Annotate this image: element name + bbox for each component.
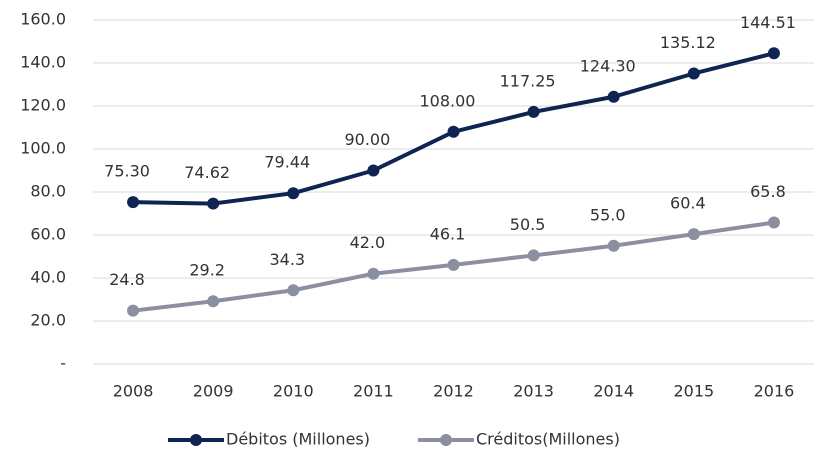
point [367,164,380,177]
x-tick-label: 2009 [193,382,234,401]
legend-label: Créditos(Millones) [476,430,620,449]
y-tick-label: 140.0 [20,53,66,72]
x-tick-label: 2014 [593,382,634,401]
x-tick-label: 2010 [273,382,314,401]
x-tick-label: 2008 [113,382,154,401]
data-label: 60.4 [670,194,706,213]
data-label: 34.3 [269,250,305,269]
legend-label: Débitos (Millones) [226,430,370,449]
data-label: 46.1 [430,224,466,243]
point [207,295,220,308]
data-label: 65.8 [750,182,786,201]
point [687,228,700,241]
x-tick-label: 2015 [673,382,714,401]
data-label: 29.2 [189,261,225,280]
point [287,284,300,297]
y-tick-label: 160.0 [20,10,66,29]
legend-marker [190,434,202,446]
data-label: 124.30 [580,56,636,75]
point [287,187,300,200]
point [607,239,620,252]
point [127,196,140,209]
data-label: 55.0 [590,205,626,224]
data-label: 108.00 [420,91,476,110]
point [607,90,620,103]
y-tick-label: 60.0 [30,225,66,244]
y-tick-label: 40.0 [30,268,66,287]
point [767,216,780,229]
data-label: 135.12 [660,33,716,52]
data-label: 42.0 [350,233,386,252]
y-tick-label: 100.0 [20,139,66,158]
point [527,249,540,262]
y-tick-label: 80.0 [30,182,66,201]
y-tick-label: 20.0 [30,311,66,330]
data-label: 50.5 [510,215,546,234]
point [447,258,460,271]
data-label: 144.51 [740,13,796,32]
data-label: 24.8 [109,270,145,289]
x-tick-label: 2016 [754,382,795,401]
x-tick-label: 2011 [353,382,394,401]
data-label: 117.25 [500,71,556,90]
legend-marker [440,434,452,446]
data-label: 75.30 [104,162,150,181]
point [367,267,380,280]
y-tick-label: - [60,354,66,373]
point [447,125,460,138]
data-label: 74.62 [184,163,230,182]
y-tick-label: 120.0 [20,96,66,115]
point [127,304,140,317]
data-label: 90.00 [344,130,390,149]
point [527,105,540,118]
point [207,197,220,210]
x-tick-label: 2012 [433,382,474,401]
data-label: 79.44 [264,153,310,172]
point [767,47,780,60]
x-tick-label: 2013 [513,382,554,401]
point [687,67,700,80]
